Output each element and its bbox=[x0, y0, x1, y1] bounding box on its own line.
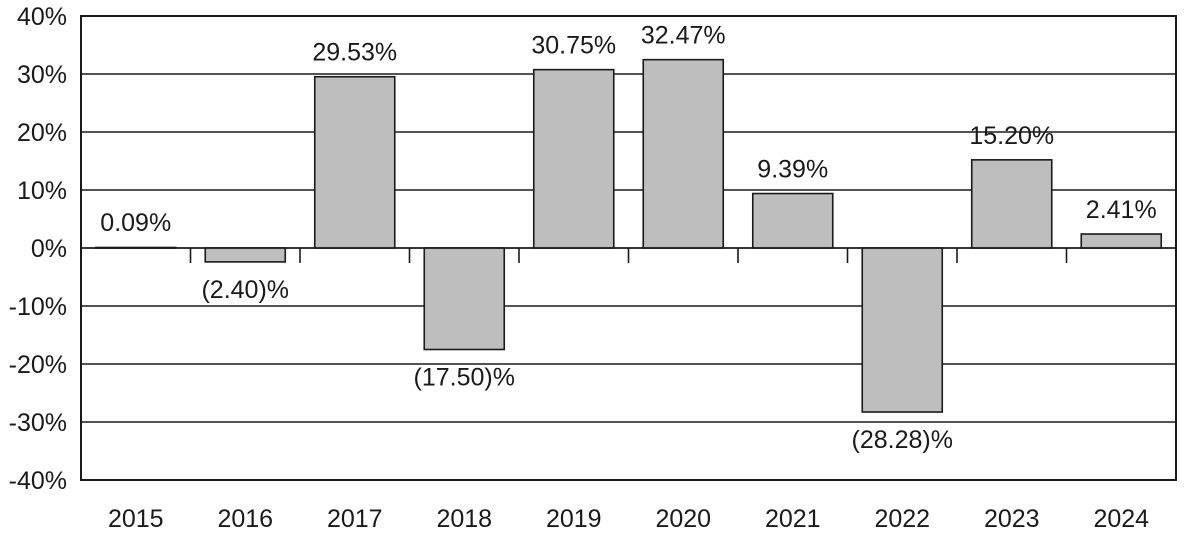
x-tick-label: 2015 bbox=[108, 505, 164, 533]
y-tick-label: 40% bbox=[17, 3, 67, 31]
bar bbox=[751, 192, 834, 249]
x-tick-label: 2022 bbox=[874, 505, 930, 533]
plot-frame bbox=[80, 15, 1177, 481]
x-axis-tick-labels: 2015 2016 2017 2018 2019 2020 2021 2022 2023 2024 bbox=[108, 505, 1149, 533]
data-label: (2.40)% bbox=[201, 276, 289, 304]
bar bbox=[970, 159, 1053, 249]
x-tick-label: 2017 bbox=[327, 505, 383, 533]
x-tick-label: 2018 bbox=[436, 505, 492, 533]
bar bbox=[642, 58, 725, 249]
x-tick-label: 2024 bbox=[1093, 505, 1149, 533]
bar bbox=[313, 75, 396, 249]
data-label: 32.47% bbox=[641, 22, 726, 50]
bar bbox=[204, 247, 287, 263]
zero-axis bbox=[81, 247, 1176, 263]
bar bbox=[1080, 233, 1163, 249]
y-axis-tick-labels: 40% 30% 20% 10% 0% -10% -20% -30% -40% bbox=[9, 3, 67, 495]
bar bbox=[423, 247, 506, 351]
data-label: (17.50)% bbox=[414, 364, 515, 392]
x-tick-label: 2020 bbox=[655, 505, 711, 533]
data-label: (28.28)% bbox=[852, 426, 953, 454]
data-label: 15.20% bbox=[969, 122, 1054, 150]
x-tick-label: 2016 bbox=[217, 505, 273, 533]
data-label: 29.53% bbox=[312, 39, 397, 67]
y-tick-label: 20% bbox=[17, 119, 67, 147]
data-label: 30.75% bbox=[531, 32, 616, 60]
y-tick-label: 0% bbox=[31, 235, 67, 263]
data-labels: 0.09% (2.40)% 29.53% (17.50)% 30.75% 32.47% 9.… bbox=[100, 22, 1156, 454]
y-tick-label: -20% bbox=[9, 351, 67, 379]
data-label: 9.39% bbox=[757, 156, 828, 184]
y-tick-label: -10% bbox=[9, 293, 67, 321]
x-tick-label: 2021 bbox=[765, 505, 821, 533]
data-label: 2.41% bbox=[1086, 196, 1157, 224]
y-tick-label: -30% bbox=[9, 409, 67, 437]
y-tick-label: -40% bbox=[9, 467, 67, 495]
x-tick-label: 2019 bbox=[546, 505, 602, 533]
bar bbox=[532, 68, 615, 249]
y-tick-label: 10% bbox=[17, 177, 67, 205]
bars bbox=[94, 58, 1163, 413]
bar bbox=[861, 247, 944, 413]
x-tick-label: 2023 bbox=[984, 505, 1040, 533]
data-label: 0.09% bbox=[100, 209, 171, 237]
y-tick-label: 30% bbox=[17, 61, 67, 89]
